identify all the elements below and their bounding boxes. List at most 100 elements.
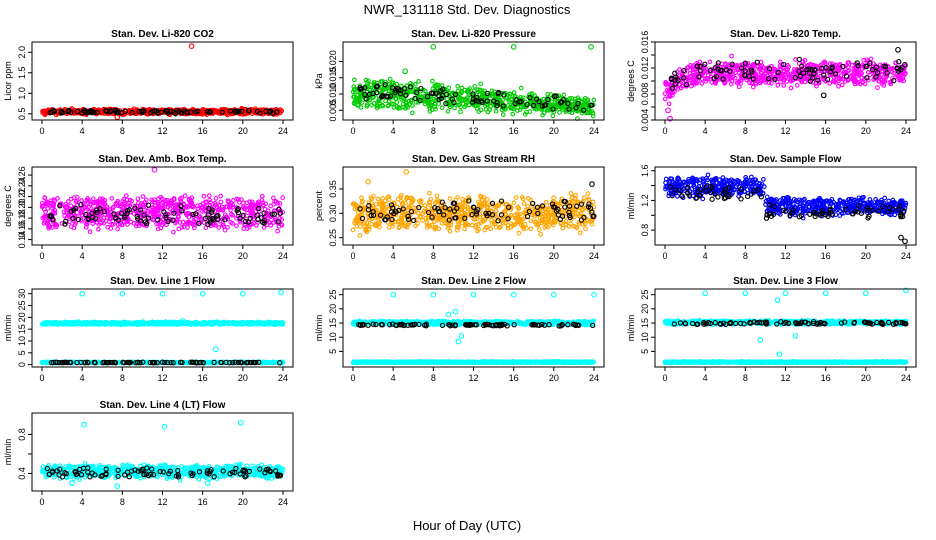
data-point	[359, 100, 365, 105]
data-point	[675, 193, 680, 199]
data-point	[478, 81, 484, 87]
data-point	[802, 57, 808, 63]
data-point	[430, 90, 436, 97]
data-point	[761, 184, 767, 189]
data-point	[447, 104, 453, 110]
x-tick-label: 0	[662, 251, 667, 261]
data-point	[482, 227, 487, 233]
data-point	[764, 194, 770, 200]
data-point	[588, 44, 594, 50]
data-point	[380, 196, 386, 201]
data-point	[391, 105, 397, 110]
data-point	[457, 102, 463, 107]
data-point	[88, 108, 94, 114]
data-point	[426, 100, 432, 106]
data-point	[271, 201, 277, 207]
data-point	[41, 109, 47, 115]
data-point	[485, 197, 490, 202]
y-tick-label: 1.0	[17, 87, 27, 100]
data-point	[377, 104, 383, 109]
data-point	[498, 225, 503, 230]
data-point	[807, 204, 812, 210]
data-point	[172, 110, 178, 117]
data-point	[511, 200, 517, 206]
data-point	[362, 85, 368, 91]
data-point	[140, 194, 146, 199]
data-point	[561, 92, 567, 98]
data-point	[358, 224, 363, 229]
data-point	[480, 214, 486, 220]
data-point	[241, 226, 247, 232]
data-point	[794, 83, 800, 88]
data-point	[364, 102, 370, 108]
data-point	[440, 86, 446, 92]
data-point	[90, 221, 96, 226]
data-point	[125, 222, 130, 227]
data-point	[845, 60, 851, 65]
data-point	[71, 225, 77, 231]
x-tick-label: 12	[468, 126, 478, 136]
data-point	[707, 59, 713, 65]
data-point	[483, 107, 489, 112]
data-point	[839, 82, 845, 88]
data-point	[528, 218, 534, 224]
data-point	[475, 89, 481, 95]
data-point	[536, 227, 542, 233]
data-point	[509, 94, 515, 99]
data-point	[521, 201, 527, 206]
data-point	[865, 70, 871, 75]
data-point	[585, 191, 591, 196]
data-point	[591, 97, 597, 103]
data-point	[392, 89, 398, 96]
data-point	[455, 194, 460, 200]
data-point	[589, 181, 595, 187]
data-point	[94, 109, 100, 115]
data-point	[370, 95, 376, 101]
data-point	[501, 92, 507, 98]
data-point	[895, 46, 901, 53]
data-point	[446, 85, 452, 91]
data-point	[234, 223, 239, 229]
x-tick-label: 8	[120, 126, 125, 136]
x-tick-label: 8	[431, 251, 436, 261]
data-point	[182, 193, 188, 198]
y-tick-label: 1.2	[640, 194, 650, 207]
data-point	[856, 76, 861, 82]
data-point	[500, 221, 506, 226]
data-point	[249, 199, 255, 205]
data-point	[860, 80, 866, 86]
y-axis-label: ml/min	[626, 193, 636, 220]
data-point	[387, 76, 393, 82]
data-point	[373, 201, 379, 207]
data-point	[756, 181, 762, 187]
x-tick-label: 20	[238, 251, 248, 261]
data-point	[568, 190, 574, 196]
data-point	[429, 100, 434, 105]
data-point	[687, 67, 693, 73]
data-point	[389, 81, 395, 86]
data-point	[188, 43, 195, 49]
data-point	[188, 109, 194, 115]
data-point	[700, 196, 706, 202]
data-point	[470, 91, 476, 97]
data-point	[432, 83, 438, 89]
x-tick-label: 16	[198, 251, 208, 261]
data-point	[386, 102, 392, 108]
data-point	[532, 93, 537, 98]
data-point	[837, 213, 843, 218]
data-point	[216, 225, 222, 230]
data-point	[393, 87, 399, 93]
data-point	[491, 98, 497, 104]
data-point	[179, 224, 185, 230]
data-point	[350, 89, 356, 95]
x-tick-label: 16	[821, 251, 831, 261]
data-point	[398, 215, 404, 221]
data-point	[414, 89, 420, 96]
data-point	[195, 108, 201, 114]
data-point	[827, 81, 833, 86]
y-axis-label: percent	[314, 190, 324, 221]
data-point	[135, 196, 141, 202]
data-point	[473, 97, 479, 104]
data-point	[439, 105, 445, 111]
data-point	[457, 91, 463, 97]
